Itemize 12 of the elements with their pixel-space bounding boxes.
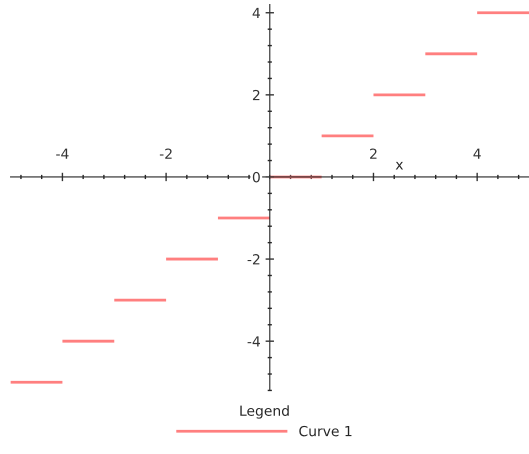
x-tick-label: -4 bbox=[56, 148, 69, 159]
y-tick-label: 4 bbox=[252, 8, 260, 18]
y-tick-label: -4 bbox=[248, 336, 260, 346]
text: Curve 1 bbox=[299, 426, 352, 436]
x-axis-title: x bbox=[396, 162, 404, 170]
x-tick-label: 4 bbox=[473, 148, 481, 159]
x-tick-label: 2 bbox=[370, 148, 376, 159]
legend-title: Legend bbox=[240, 405, 289, 419]
x-tick-label: -2 bbox=[160, 148, 172, 159]
y-tick-label: 0 bbox=[252, 172, 260, 182]
y-tick-label: 2 bbox=[252, 90, 260, 100]
y-tick-label: -2 bbox=[248, 254, 260, 264]
